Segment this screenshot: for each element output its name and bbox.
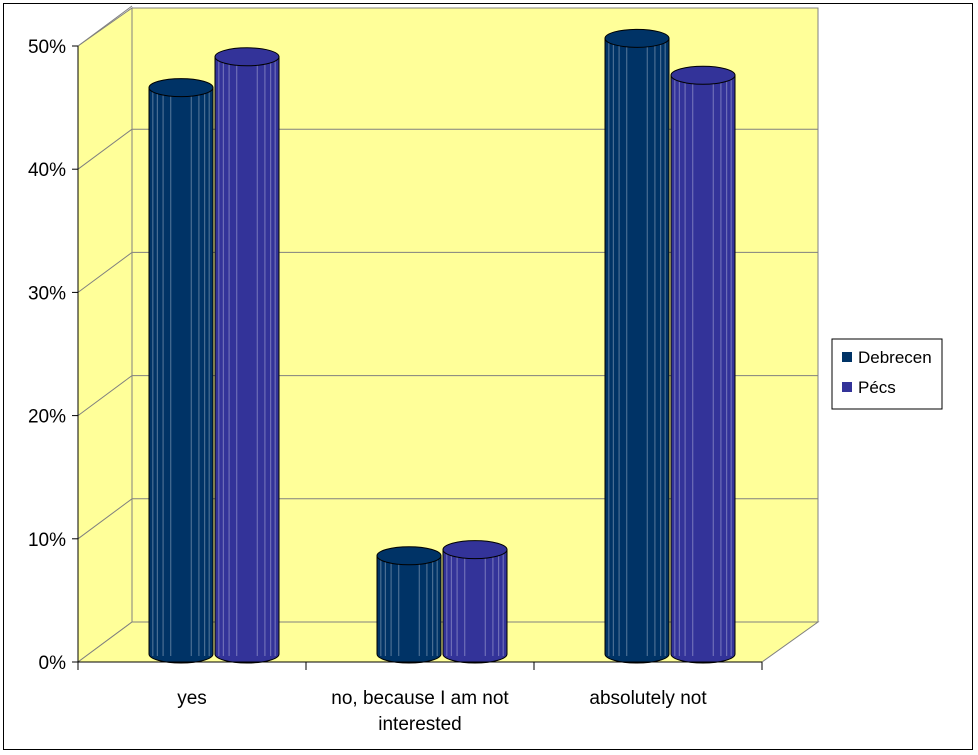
bar-p-cs-2-body <box>442 549 508 664</box>
y-tick-label: 30% <box>28 283 66 304</box>
side-gridline <box>77 498 133 540</box>
bar-p-cs-2-top <box>442 540 508 560</box>
side-gridline <box>77 251 133 293</box>
legend-swatch-debrecen <box>842 352 852 362</box>
x-axis-ticks: yes no, because I am not interested absolut… <box>77 662 763 735</box>
legend-label-debrecen: Debrecen <box>858 348 932 367</box>
legend-box <box>831 338 943 410</box>
bar-p-cs-1 <box>214 47 280 664</box>
bar-p-cs-1-body <box>214 56 280 664</box>
bar-debrecen-2-body <box>376 555 442 664</box>
x-category-label: absolutely not <box>589 688 707 709</box>
y-tick-label: 0% <box>39 653 67 674</box>
bar-debrecen-3-body <box>604 37 670 664</box>
bar-p-cs-3 <box>670 65 736 664</box>
y-tick-label: 10% <box>28 530 66 551</box>
legend-label-pecs: Pécs <box>858 378 896 397</box>
side-gridline <box>77 5 133 47</box>
bar-debrecen-2-top <box>376 546 442 566</box>
bars <box>148 28 736 664</box>
legend-swatch-pecs <box>842 382 852 392</box>
bar-debrecen-1 <box>148 78 214 664</box>
side-gridline <box>77 375 133 417</box>
y-tick-label: 50% <box>28 37 66 58</box>
bar-debrecen-2 <box>376 546 442 664</box>
y-tick-label: 40% <box>28 160 66 181</box>
bar-debrecen-3 <box>604 28 670 664</box>
bar-p-cs-1-top <box>214 47 280 67</box>
bar-p-cs-2 <box>442 540 508 664</box>
bar-debrecen-1-body <box>148 87 214 664</box>
chart-side-wall <box>77 7 133 663</box>
x-category-label: yes <box>177 688 207 709</box>
bar-debrecen-3-top <box>604 28 670 48</box>
y-tick-label: 20% <box>28 407 66 428</box>
side-gridline <box>77 128 133 170</box>
bar-p-cs-3-body <box>670 74 736 664</box>
bar-p-cs-3-top <box>670 65 736 85</box>
y-axis-ticks: 0% 10% 20% 30% 40% 50% <box>28 37 78 674</box>
bar-debrecen-1-top <box>148 78 214 98</box>
legend: Debrecen Pécs <box>831 338 943 410</box>
x-category-label: no, because I am not interested <box>331 688 509 735</box>
